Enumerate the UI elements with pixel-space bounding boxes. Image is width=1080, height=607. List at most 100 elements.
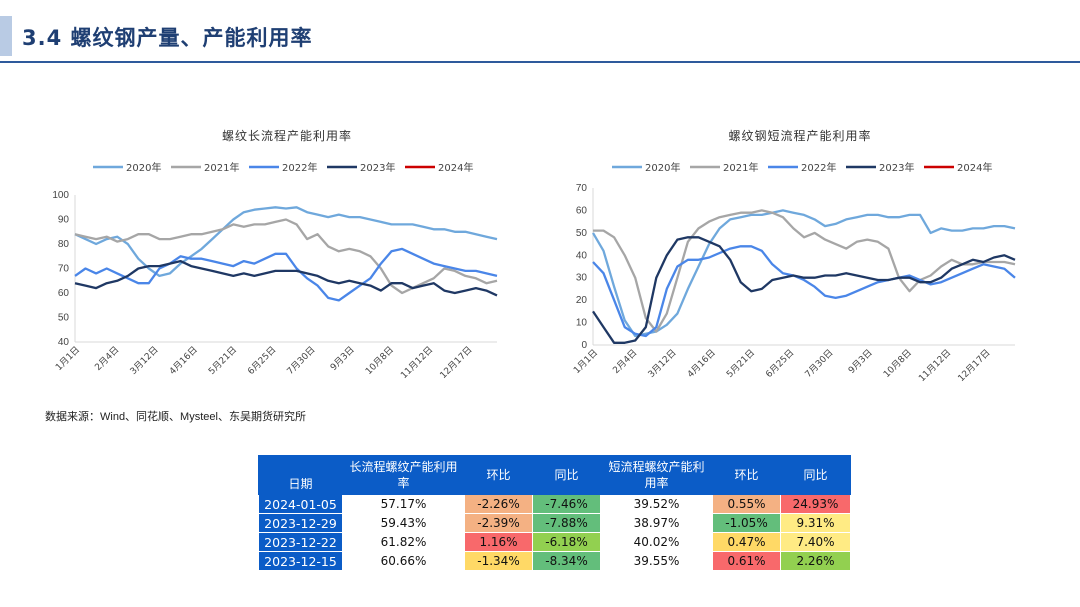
chart-0-x-tick-0: 1月1日 [54,344,83,373]
table-row: 2023-12-29 59.43% -2.39% -7.88% 38.97% -1.05%… [258,513,851,533]
chart-1-y-tick-5: 50 [576,228,588,239]
chart-1-y-tick-3: 30 [576,273,588,284]
chart-1-series-line-2 [592,245,1016,338]
short-process-chart: 螺纹钢短流程产能利用率 2020年 2021年 2022年 2023年 2024年 0 10 2… [572,128,1016,384]
cell-short: 39.52% [600,494,713,514]
chart-0-title: 螺纹长流程产能利用率 [222,128,352,143]
chart-0-series-line-3 [74,259,498,297]
header-short-mom: 环比 [712,455,781,495]
chart-1-y-tick-2: 20 [576,295,588,306]
cell-short-yoy: 9.31% [780,513,851,533]
chart-0-x-tick-1: 2月4日 [93,344,122,373]
chart-0-legend-label-0: 2020年 [126,161,161,174]
chart-1-legend-label-3: 2023年 [879,161,914,174]
page-title: 3.4 螺纹钢产量、产能利用率 [22,26,313,50]
header-date: 日期 [258,455,343,495]
chart-0-series-line-2 [74,247,498,302]
chart-1-legend-label-4: 2024年 [957,161,992,174]
chart-1-x-tick-2: 3月12日 [646,347,679,380]
cell-short-mom: -1.05% [712,513,781,533]
header-short-yoy: 同比 [780,455,851,495]
title-accent-bar [0,16,12,56]
cell-short-mom: 0.55% [712,494,781,514]
cell-short: 38.97% [600,513,713,533]
chart-1-y-tick-4: 40 [576,250,588,261]
chart-0-series-line-1 [74,218,498,295]
chart-1-x-tick-7: 9月3日 [846,347,875,376]
chart-1-legend-label-0: 2020年 [645,161,680,174]
chart-1-legend-label-1: 2021年 [723,161,758,174]
long-process-chart: 螺纹长流程产能利用率 2020年 2021年 2022年 2023年 2024年 40 50 6… [52,128,498,381]
chart-1-series-line-0 [592,209,1016,338]
header-long-rate: 长流程螺纹产能利用率 [342,455,465,495]
cell-long-mom: 1.16% [464,532,533,552]
chart-1-legend-label-2: 2022年 [801,161,836,174]
table-row: 2023-12-15 60.66% -1.34% -8.34% 39.55% 0.61% 2… [258,551,851,571]
chart-1-series-line-3 [592,236,1016,344]
chart-0-y-tick-4: 80 [58,239,70,250]
header-long-mom: 环比 [464,455,533,495]
cell-short: 39.55% [600,551,713,571]
chart-0-x-tick-7: 9月3日 [328,344,357,373]
chart-0-y-tick-2: 60 [58,288,70,299]
chart-1-x-tick-6: 7月30日 [803,347,836,380]
cell-long: 60.66% [342,551,465,571]
chart-1-x-tick-1: 2月4日 [611,347,640,376]
cell-short-mom: 0.61% [712,551,781,571]
chart-1-x-tick-4: 5月21日 [724,347,757,380]
cell-date: 2023-12-22 [258,532,343,552]
chart-0-legend-label-2: 2022年 [282,161,317,174]
chart-0-x-tick-10: 12月17日 [438,344,475,381]
cell-long-mom: -2.26% [464,494,533,514]
chart-0-legend-label-1: 2021年 [204,161,239,174]
chart-0-x-tick-5: 6月25日 [246,344,279,377]
title-rule [0,61,1080,63]
chart-0-y-tick-3: 70 [58,264,70,275]
chart-1-y-tick-6: 60 [576,205,588,216]
table-row: 2023-12-22 61.82% 1.16% -6.18% 40.02% 0.47% 7.… [258,532,851,552]
chart-1-x-tick-5: 6月25日 [764,347,797,380]
cell-short-yoy: 24.93% [780,494,851,514]
chart-0-y-tick-0: 40 [58,337,70,348]
chart-1-title: 螺纹钢短流程产能利用率 [728,128,871,143]
cell-long: 59.43% [342,513,465,533]
table-header-row: 日期 长流程螺纹产能利用率 环比 同比 短流程螺纹产能利用率 环比 同比 [258,455,851,495]
chart-0-x-tick-9: 11月12日 [399,344,436,381]
chart-1-x-tick-8: 10月8日 [881,347,914,380]
cell-long: 61.82% [342,532,465,552]
cell-long-yoy: -8.34% [532,551,601,571]
cell-short-yoy: 2.26% [780,551,851,571]
chart-0-x-tick-6: 7月30日 [285,344,318,377]
chart-1-series-line-1 [593,209,1016,333]
chart-0-y-tick-5: 90 [58,215,70,226]
chart-0-x-tick-8: 10月8日 [363,344,396,377]
chart-1-x-tick-10: 12月17日 [956,347,993,384]
cell-date: 2023-12-15 [258,551,343,571]
chart-0-x-tick-2: 3月12日 [128,344,161,377]
chart-1-y-tick-1: 10 [576,318,588,329]
chart-1-x-tick-9: 11月12日 [917,347,954,384]
header-short-rate: 短流程螺纹产能利用率 [600,455,713,495]
table-row: 2024-01-05 57.17% -2.26% -7.46% 39.52% 0.55% 2… [258,494,851,514]
chart-0-x-tick-3: 4月16日 [167,344,200,377]
cell-date: 2023-12-29 [258,513,343,533]
chart-1-y-tick-7: 70 [576,183,588,194]
chart-1-y-tick-0: 0 [581,340,587,351]
cell-long-yoy: -6.18% [532,532,601,552]
chart-0-legend-label-4: 2024年 [438,161,473,174]
chart-1-x-tick-3: 4月16日 [685,347,718,380]
cell-short-yoy: 7.40% [780,532,851,552]
cell-long-yoy: -7.88% [532,513,601,533]
chart-0-series-line-0 [74,206,498,278]
header-long-yoy: 同比 [532,455,601,495]
cell-long: 57.17% [342,494,465,514]
cell-short: 40.02% [600,532,713,552]
cell-date: 2024-01-05 [258,494,343,514]
data-source-note: 数据来源：Wind、同花顺、Mysteel、东吴期货研究所 [45,411,306,423]
chart-0-legend-label-3: 2023年 [360,161,395,174]
cell-long-yoy: -7.46% [532,494,601,514]
cell-long-mom: -1.34% [464,551,533,571]
chart-1-x-tick-0: 1月1日 [572,347,601,376]
cell-long-mom: -2.39% [464,513,533,533]
cell-short-mom: 0.47% [712,532,781,552]
